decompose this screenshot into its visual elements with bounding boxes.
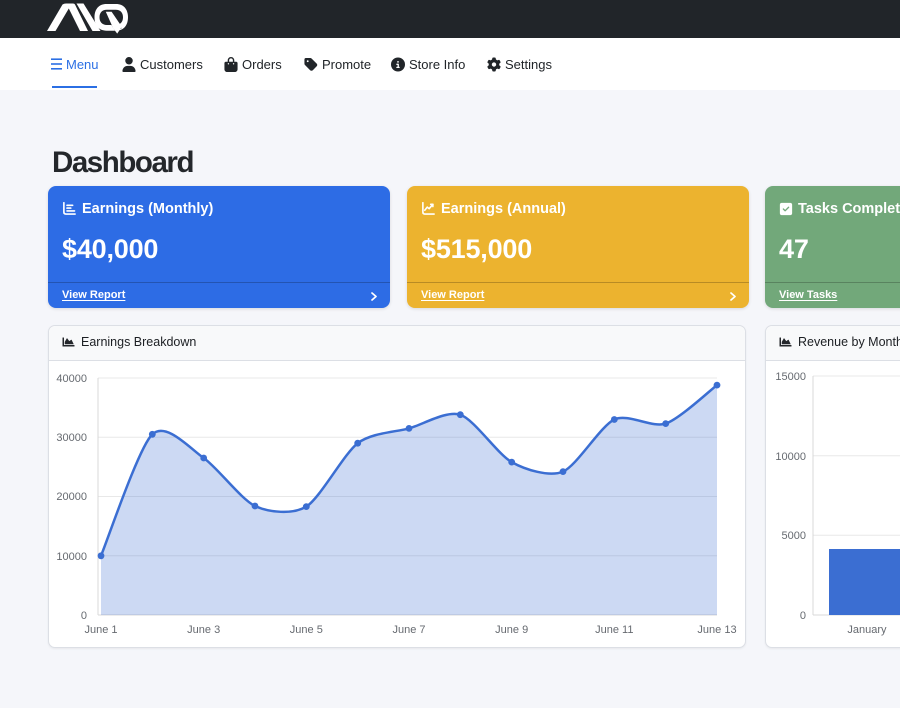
svg-text:5000: 5000	[782, 530, 806, 542]
svg-text:40000: 40000	[56, 373, 87, 385]
svg-text:20000: 20000	[56, 491, 87, 503]
svg-text:30000: 30000	[56, 432, 87, 444]
svg-text:June 13: June 13	[697, 624, 736, 636]
svg-text:0: 0	[800, 610, 806, 622]
svg-text:0: 0	[81, 610, 87, 622]
svg-text:June 5: June 5	[290, 624, 323, 636]
svg-text:January: January	[847, 624, 887, 636]
svg-text:June 9: June 9	[495, 624, 528, 636]
svg-text:June 7: June 7	[392, 624, 425, 636]
svg-text:June 11: June 11	[595, 624, 633, 636]
svg-text:June 3: June 3	[187, 624, 220, 636]
svg-text:10000: 10000	[775, 451, 806, 463]
svg-text:10000: 10000	[56, 551, 87, 563]
svg-text:June 1: June 1	[84, 624, 117, 636]
svg-text:15000: 15000	[775, 371, 806, 383]
